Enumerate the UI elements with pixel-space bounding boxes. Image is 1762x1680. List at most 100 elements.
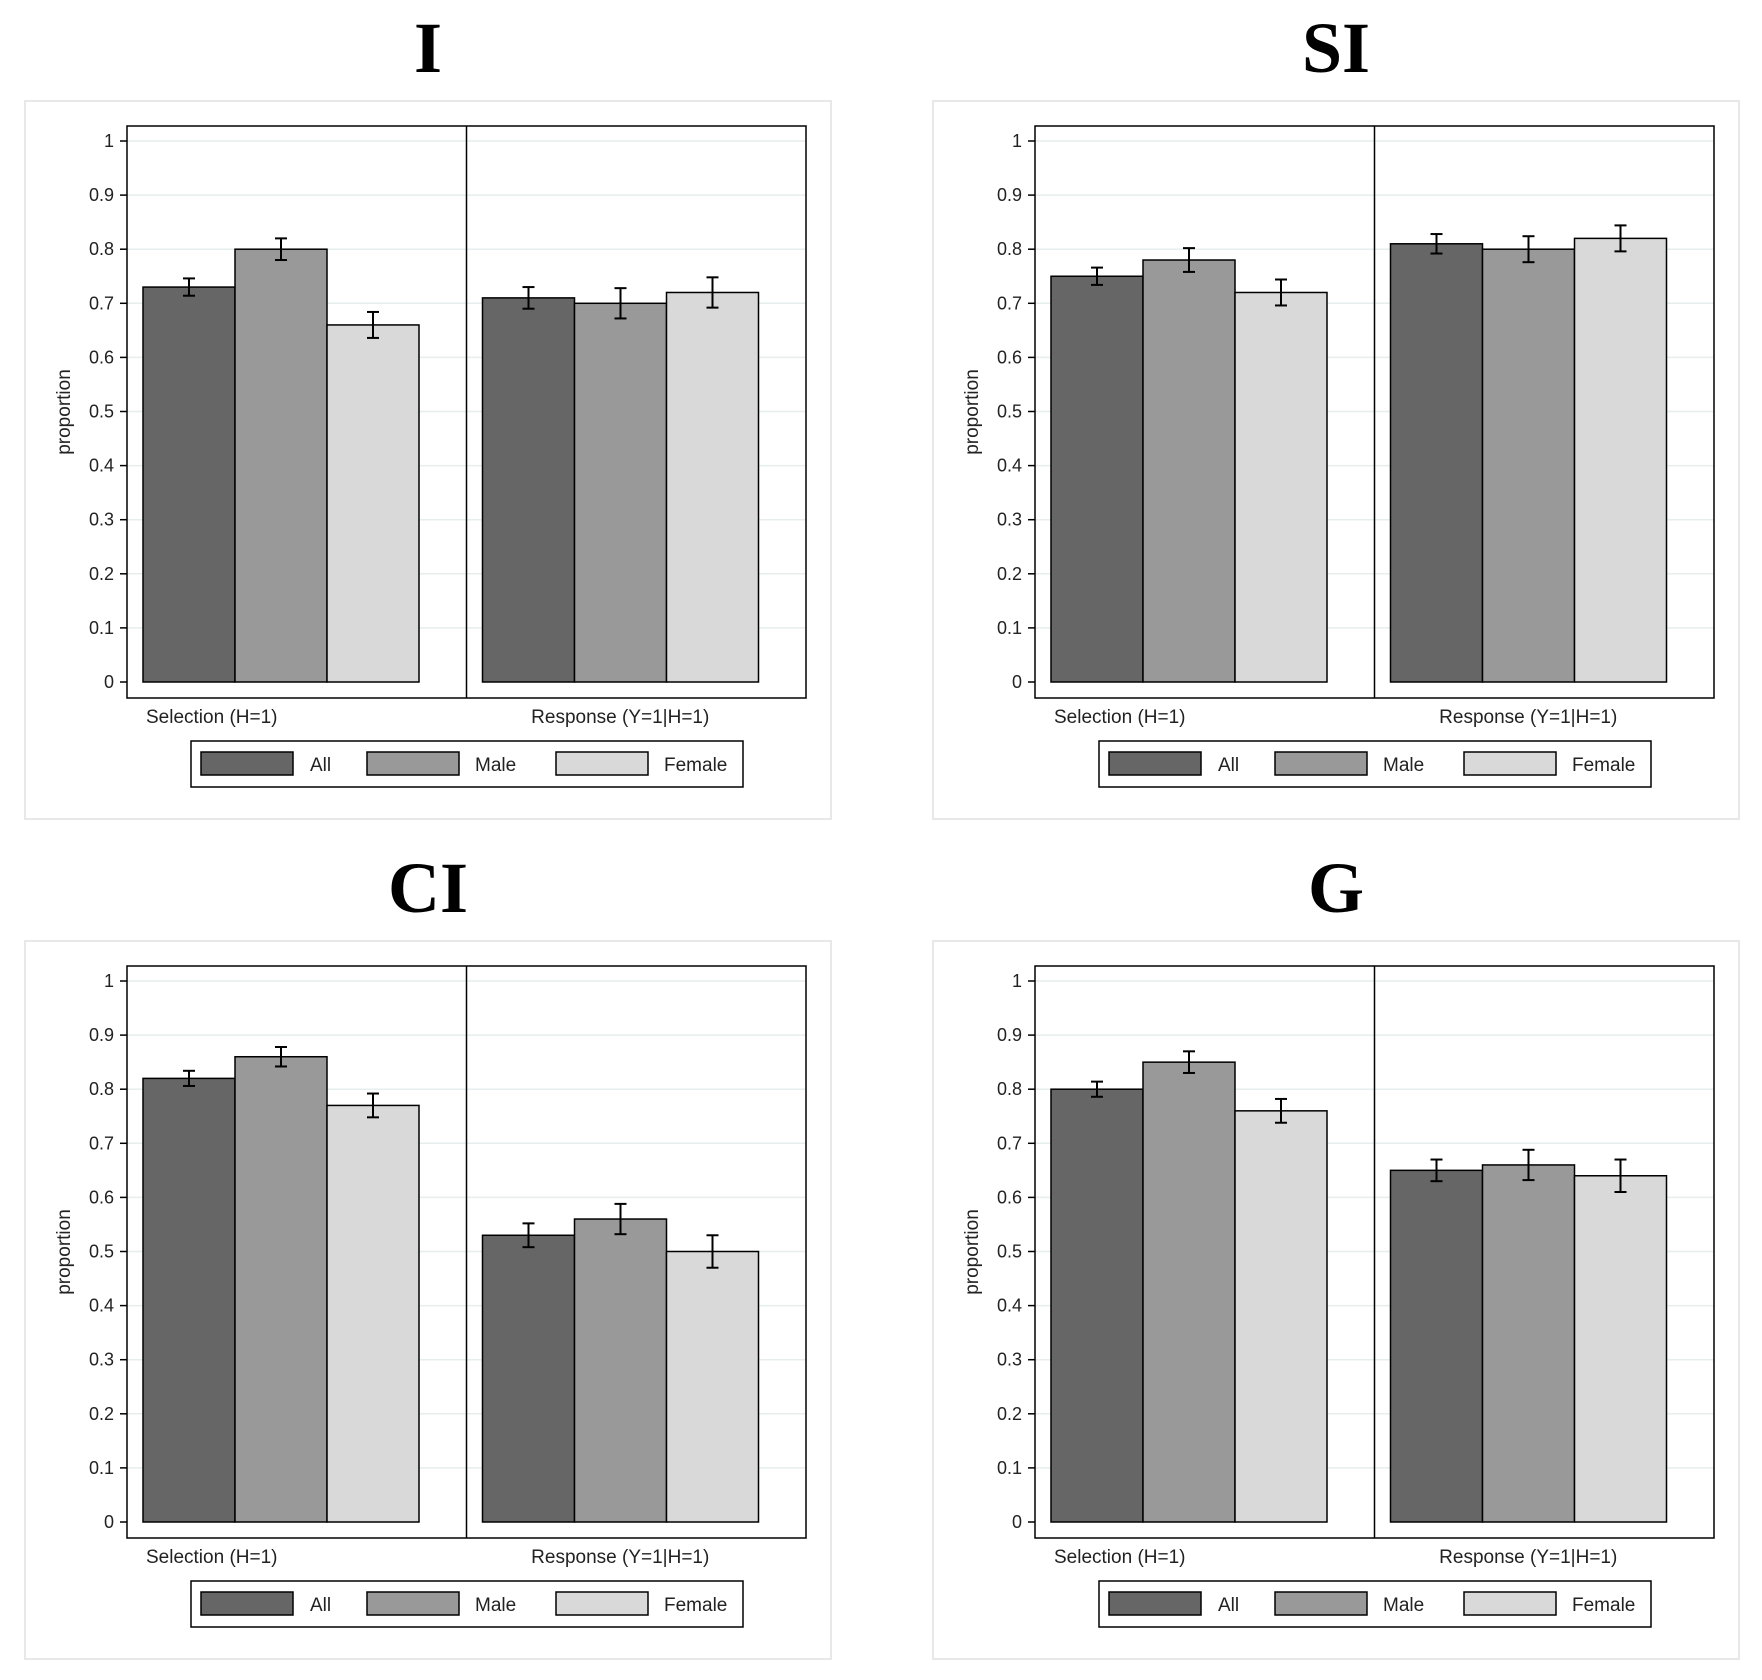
category-label: Response (Y=1|H=1)	[531, 1547, 709, 1568]
legend-label-female: Female	[664, 755, 727, 776]
error-bar-female	[1275, 1097, 1287, 1124]
legend-label-all: All	[1218, 755, 1239, 776]
chart-panel-si: SI 0 0.1 0.2 0.3 0.4 0.5 0.6 0.7 0.8 0.9 1 proportio…	[932, 8, 1740, 820]
y-tick-label: 0.5	[89, 402, 114, 422]
error-bar-male	[614, 287, 627, 320]
legend-key-all	[1108, 751, 1202, 776]
y-tick-label: 0.6	[997, 347, 1022, 367]
bar-female-selection	[326, 1104, 420, 1523]
error-bar-female	[706, 1234, 719, 1269]
bar-all-selection	[142, 1077, 236, 1523]
legend-key-female	[555, 751, 649, 776]
y-tick-label: 0.9	[997, 185, 1022, 205]
category-label: Response (Y=1|H=1)	[1439, 1547, 1617, 1568]
legend-label-male: Male	[475, 1595, 516, 1616]
category-label: Selection (H=1)	[146, 707, 277, 728]
y-tick-label: 0.9	[89, 1025, 114, 1045]
y-tick-label: 0.8	[997, 239, 1022, 259]
y-tick-label: 0.6	[997, 1187, 1022, 1207]
bar-male-selection	[1142, 1061, 1236, 1523]
panel-title: CI	[388, 848, 468, 928]
error-bar-all	[183, 277, 195, 297]
bar-male-response	[573, 302, 668, 683]
legend-key-all	[1108, 1591, 1202, 1616]
y-tick-label: 0.8	[89, 1079, 114, 1099]
y-tick-label: 0.1	[997, 618, 1022, 638]
y-tick-label: 0.1	[89, 618, 114, 638]
error-bar-all	[522, 1222, 535, 1249]
legend-key-female	[1463, 1591, 1557, 1616]
error-bar-all	[183, 1069, 195, 1087]
legend-label-female: Female	[664, 1595, 727, 1616]
y-tick-label: 0.3	[997, 1350, 1022, 1370]
bar-female-selection	[1234, 291, 1328, 683]
y-tick-label: 0.3	[89, 510, 114, 530]
bar-male-response	[573, 1218, 668, 1523]
y-tick-label: 0.2	[997, 564, 1022, 584]
chart-panel-ci: CI 0 0.1 0.2 0.3 0.4 0.5 0.6 0.7 0.8 0.9 1 proportio…	[24, 848, 832, 1660]
category-label: Selection (H=1)	[1054, 1547, 1185, 1568]
category-label: Selection (H=1)	[146, 1547, 277, 1568]
y-tick-label: 0.4	[997, 1296, 1022, 1316]
y-tick-label: 0	[104, 672, 114, 692]
error-bar-male	[275, 1046, 287, 1068]
y-tick-label: 1	[1012, 971, 1022, 991]
error-bar-male	[1522, 1148, 1535, 1182]
y-tick-label: 0.2	[89, 564, 114, 584]
bar-female-response	[1573, 237, 1668, 683]
error-bar-female	[367, 310, 379, 339]
error-bar-all	[1430, 233, 1443, 255]
bar-male-selection	[234, 1055, 328, 1523]
y-tick-label: 0.7	[89, 293, 114, 313]
bar-all-selection	[142, 286, 236, 683]
legend-label-male: Male	[1383, 755, 1424, 776]
bar-all-response	[481, 1234, 576, 1523]
bar-male-selection	[1142, 259, 1236, 683]
error-bar-female	[1614, 224, 1627, 253]
legend: All Male Female	[1098, 740, 1652, 788]
y-tick-label: 0.4	[997, 456, 1022, 476]
legend-key-male	[366, 751, 460, 776]
y-tick-label: 0.2	[89, 1404, 114, 1424]
chart-panel-g: G 0 0.1 0.2 0.3 0.4 0.5 0.6 0.7 0.8 0.9 1 proportion…	[932, 848, 1740, 1660]
error-bar-all	[1430, 1158, 1443, 1183]
bar-all-response	[481, 297, 576, 683]
legend-key-male	[1274, 751, 1368, 776]
y-axis-label: proportion	[54, 1209, 75, 1295]
y-tick-label: 0	[104, 1512, 114, 1532]
legend-label-male: Male	[475, 755, 516, 776]
y-tick-label: 0.7	[997, 1133, 1022, 1153]
legend-key-all	[200, 751, 294, 776]
bar-female-selection	[1234, 1110, 1328, 1523]
error-bar-female	[367, 1092, 379, 1119]
bar-female-selection	[326, 324, 420, 683]
legend-label-male: Male	[1383, 1595, 1424, 1616]
bar-male-response	[1481, 248, 1576, 683]
y-tick-label: 0.1	[89, 1458, 114, 1478]
category-label: Response (Y=1|H=1)	[531, 707, 709, 728]
y-tick-label: 0.8	[89, 239, 114, 259]
error-bar-female	[706, 276, 719, 309]
bar-all-response	[1389, 1169, 1484, 1523]
panel-title: G	[1308, 848, 1364, 928]
y-tick-label: 0.5	[997, 1242, 1022, 1262]
y-tick-label: 0.3	[89, 1350, 114, 1370]
panel-title: SI	[1302, 8, 1370, 88]
legend-key-female	[1463, 751, 1557, 776]
legend-label-all: All	[310, 1595, 331, 1616]
error-bar-male	[275, 237, 287, 262]
legend: All Male Female	[1098, 1580, 1652, 1628]
bar-all-response	[1389, 243, 1484, 683]
y-tick-label: 0.5	[89, 1242, 114, 1262]
legend-key-all	[200, 1591, 294, 1616]
legend: All Male Female	[190, 1580, 744, 1628]
y-tick-label: 0.8	[997, 1079, 1022, 1099]
y-tick-label: 0.7	[997, 293, 1022, 313]
category-label: Selection (H=1)	[1054, 707, 1185, 728]
y-tick-label: 0	[1012, 1512, 1022, 1532]
y-tick-label: 0.2	[997, 1404, 1022, 1424]
category-label: Response (Y=1|H=1)	[1439, 707, 1617, 728]
y-tick-label: 0.9	[997, 1025, 1022, 1045]
y-axis-label: proportion	[54, 369, 75, 455]
